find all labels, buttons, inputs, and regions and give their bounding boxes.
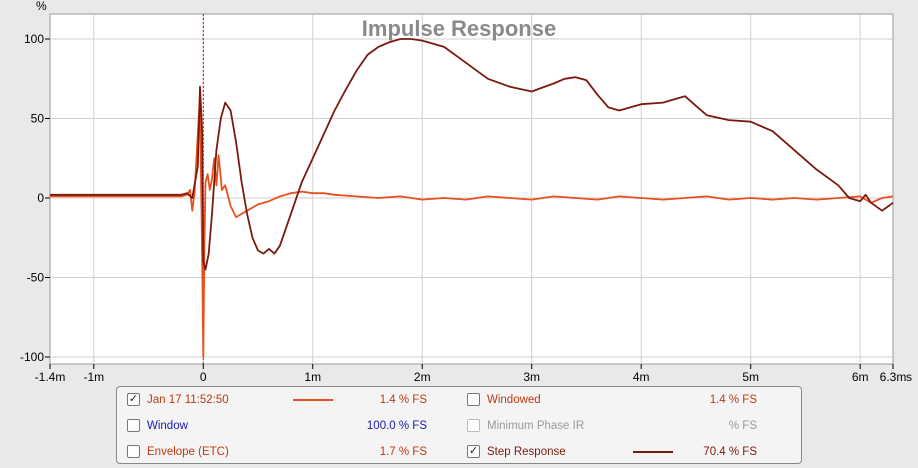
y-tick-label: 50	[31, 112, 45, 126]
legend-value: 1.7 % FS	[379, 446, 427, 458]
x-tick-label: 2m	[414, 370, 431, 384]
legend-label: Envelope (ETC)	[147, 446, 229, 458]
legend-label: Step Response	[487, 446, 566, 458]
legend-item-step-response[interactable]: ✓ Step Response 70.4 % FS	[467, 443, 757, 461]
x-tick-label: -1.4m	[35, 370, 66, 384]
legend-checkbox[interactable]	[467, 393, 480, 406]
legend-value: 70.4 % FS	[703, 446, 757, 458]
legend-label: Minimum Phase IR	[487, 420, 585, 432]
legend-label: Window	[147, 420, 188, 432]
legend-label: Windowed	[487, 394, 541, 406]
y-tick-label: 100	[24, 32, 44, 46]
x-axis-ticks: -1.4m -1m 0 1m 2m 3m 4m 5m 6m 6.3m	[35, 364, 907, 384]
x-tick-label: 5m	[742, 370, 759, 384]
series-line-0	[50, 93, 894, 358]
legend-value: 1.4 % FS	[709, 394, 757, 406]
x-tick-label: 6m	[852, 370, 869, 384]
plot-area	[49, 13, 894, 365]
impulse-response-chart: Impulse Response % s 100 50 0 -50 -100 -1.4m…	[20, 0, 912, 384]
x-tick-label: 6.3m	[880, 370, 907, 384]
y-tick-label: 0	[37, 191, 44, 205]
legend-value: % FS	[728, 420, 757, 432]
legend-item-minimum-phase[interactable]: Minimum Phase IR % FS	[467, 417, 757, 435]
x-tick-label: 3m	[523, 370, 540, 384]
y-tick-label: -100	[20, 350, 44, 364]
y-tick-label: -50	[27, 271, 45, 285]
x-unit-label: s	[906, 370, 912, 384]
x-tick-label: -1m	[83, 370, 104, 384]
series-line-1	[50, 38, 894, 271]
legend-checkbox[interactable]: ✓	[467, 445, 480, 458]
legend-item-envelope[interactable]: Envelope (ETC) 1.7 % FS	[127, 443, 427, 461]
legend-checkbox[interactable]: ✓	[127, 393, 140, 406]
y-unit-label: %	[36, 0, 47, 13]
legend-checkbox[interactable]	[127, 445, 140, 458]
chart-title: Impulse Response	[362, 16, 556, 41]
legend-checkbox[interactable]	[127, 419, 140, 432]
series-group	[50, 38, 894, 358]
x-tick-label: 0	[200, 370, 207, 384]
legend-item-windowed[interactable]: Windowed 1.4 % FS	[467, 391, 757, 409]
legend-checkbox[interactable]	[467, 419, 480, 432]
legend-panel: ✓ Jan 17 11:52:50 1.4 % FS Windowed 1.4 …	[116, 386, 802, 464]
legend-label: Jan 17 11:52:50	[147, 394, 229, 406]
legend-value: 100.0 % FS	[366, 420, 427, 432]
legend-item-window[interactable]: Window 100.0 % FS	[127, 417, 427, 435]
x-tick-label: 1m	[304, 370, 321, 384]
x-tick-label: 4m	[633, 370, 650, 384]
legend-value: 1.4 % FS	[379, 394, 427, 406]
legend-item-measurement[interactable]: ✓ Jan 17 11:52:50 1.4 % FS	[127, 391, 427, 409]
legend-swatch	[633, 451, 673, 453]
y-axis-ticks: 100 50 0 -50 -100	[20, 32, 50, 364]
legend-swatch	[293, 399, 333, 401]
